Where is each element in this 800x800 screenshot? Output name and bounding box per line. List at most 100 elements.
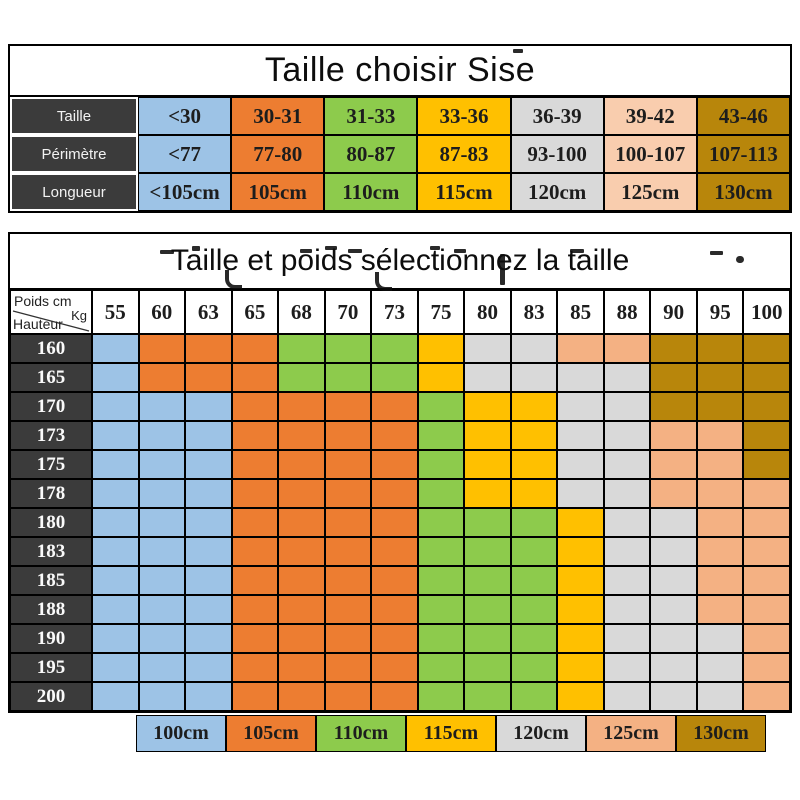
matrix-color-cell bbox=[464, 450, 511, 479]
matrix-color-cell bbox=[138, 479, 186, 508]
matrix-color-cell bbox=[603, 537, 651, 566]
matrix-color-cell bbox=[278, 363, 325, 392]
matrix-color-cell bbox=[231, 334, 279, 363]
matrix-color-cell bbox=[743, 363, 790, 392]
matrix-color-cell bbox=[650, 479, 697, 508]
matrix-color-cell bbox=[231, 653, 279, 682]
matrix-color-cell bbox=[696, 392, 744, 421]
size-value-cell: 36-39 bbox=[510, 97, 604, 135]
matrix-color-cell bbox=[138, 624, 186, 653]
matrix-color-cell bbox=[278, 653, 325, 682]
print-artifact bbox=[325, 246, 337, 250]
matrix-color-cell bbox=[650, 566, 697, 595]
matrix-color-cell bbox=[557, 508, 604, 537]
weight-header-cell: 55 bbox=[92, 290, 139, 334]
matrix-color-cell bbox=[464, 595, 511, 624]
height-header-cell: 195 bbox=[10, 653, 92, 682]
size-value-cell: <105cm bbox=[138, 173, 232, 211]
matrix-color-cell bbox=[696, 508, 744, 537]
matrix-color-cell bbox=[278, 682, 325, 711]
size-value-cell: 110cm bbox=[324, 173, 418, 211]
height-header-cell: 178 bbox=[10, 479, 92, 508]
matrix-color-cell bbox=[464, 624, 511, 653]
matrix-color-cell bbox=[557, 566, 604, 595]
height-header-cell: 185 bbox=[10, 566, 92, 595]
matrix-color-cell bbox=[185, 624, 232, 653]
weight-header-cell: 90 bbox=[650, 290, 697, 334]
matrix-color-cell bbox=[510, 682, 558, 711]
size-table-title-text: Taille choisir Sise bbox=[264, 51, 536, 89]
size-value-cell: 115cm bbox=[417, 173, 511, 211]
matrix-color-cell bbox=[278, 450, 325, 479]
matrix-color-cell bbox=[603, 566, 651, 595]
matrix-color-cell bbox=[324, 334, 372, 363]
size-value-cell: 39-42 bbox=[603, 97, 697, 135]
matrix-table-title-text: Taille et poids sélectionnez la taille bbox=[170, 244, 630, 277]
matrix-color-cell bbox=[138, 682, 186, 711]
print-artifact bbox=[375, 272, 392, 291]
matrix-color-cell bbox=[603, 682, 651, 711]
matrix-color-cell bbox=[231, 508, 279, 537]
matrix-color-cell bbox=[185, 392, 232, 421]
matrix-color-cell bbox=[185, 508, 232, 537]
matrix-color-cell bbox=[557, 334, 604, 363]
matrix-color-cell bbox=[603, 334, 651, 363]
matrix-color-cell bbox=[324, 363, 372, 392]
matrix-color-cell bbox=[92, 682, 139, 711]
weight-header-cell: 95 bbox=[696, 290, 744, 334]
size-value-cell: 87-83 bbox=[417, 135, 511, 173]
print-artifact bbox=[570, 249, 584, 253]
matrix-color-cell bbox=[603, 508, 651, 537]
matrix-color-cell bbox=[650, 421, 697, 450]
matrix-color-cell bbox=[324, 595, 372, 624]
matrix-color-cell bbox=[231, 363, 279, 392]
weight-header-cell: 75 bbox=[417, 290, 465, 334]
matrix-color-cell bbox=[464, 682, 511, 711]
print-artifact bbox=[500, 254, 505, 285]
diagonal-divider bbox=[12, 310, 90, 332]
matrix-color-cell bbox=[417, 624, 465, 653]
weight-header-cell: 73 bbox=[371, 290, 418, 334]
matrix-color-cell bbox=[324, 624, 372, 653]
matrix-color-cell bbox=[138, 334, 186, 363]
legend-item: 130cm bbox=[676, 715, 766, 752]
matrix-color-cell bbox=[743, 537, 790, 566]
matrix-color-cell bbox=[557, 682, 604, 711]
matrix-color-cell bbox=[650, 653, 697, 682]
legend-item: 110cm bbox=[316, 715, 406, 752]
size-table-grid: Taille <30 30-31 31-33 33-36 36-39 39-42 43-46 P… bbox=[10, 97, 790, 211]
matrix-color-cell bbox=[650, 595, 697, 624]
matrix-color-cell bbox=[278, 537, 325, 566]
matrix-color-cell bbox=[650, 537, 697, 566]
matrix-color-cell bbox=[92, 595, 139, 624]
height-header-cell: 170 bbox=[10, 392, 92, 421]
size-color-legend: 100cm 105cm 110cm 115cm 120cm 125cm 130cm bbox=[136, 715, 766, 752]
size-value-cell: <30 bbox=[138, 97, 232, 135]
matrix-color-cell bbox=[138, 537, 186, 566]
matrix-color-cell bbox=[464, 537, 511, 566]
matrix-color-cell bbox=[603, 363, 651, 392]
matrix-color-cell bbox=[650, 682, 697, 711]
matrix-color-cell bbox=[696, 450, 744, 479]
weight-header-cell: 70 bbox=[324, 290, 372, 334]
weight-header-cell: 68 bbox=[278, 290, 325, 334]
matrix-color-cell bbox=[603, 653, 651, 682]
weight-header-cell: 83 bbox=[510, 290, 558, 334]
matrix-color-cell bbox=[696, 566, 744, 595]
weight-header-cell: 85 bbox=[557, 290, 604, 334]
size-value-cell: 93-100 bbox=[510, 135, 604, 173]
matrix-color-cell bbox=[278, 624, 325, 653]
matrix-color-cell bbox=[743, 421, 790, 450]
matrix-color-cell bbox=[371, 334, 418, 363]
matrix-color-cell bbox=[650, 508, 697, 537]
matrix-color-cell bbox=[557, 537, 604, 566]
print-artifact bbox=[348, 249, 362, 253]
matrix-color-cell bbox=[138, 508, 186, 537]
matrix-color-cell bbox=[324, 450, 372, 479]
size-row-label: Périmètre bbox=[10, 135, 138, 173]
matrix-color-cell bbox=[138, 392, 186, 421]
print-artifact bbox=[192, 246, 200, 251]
size-value-cell: 43-46 bbox=[696, 97, 790, 135]
matrix-color-cell bbox=[696, 653, 744, 682]
matrix-color-cell bbox=[231, 421, 279, 450]
